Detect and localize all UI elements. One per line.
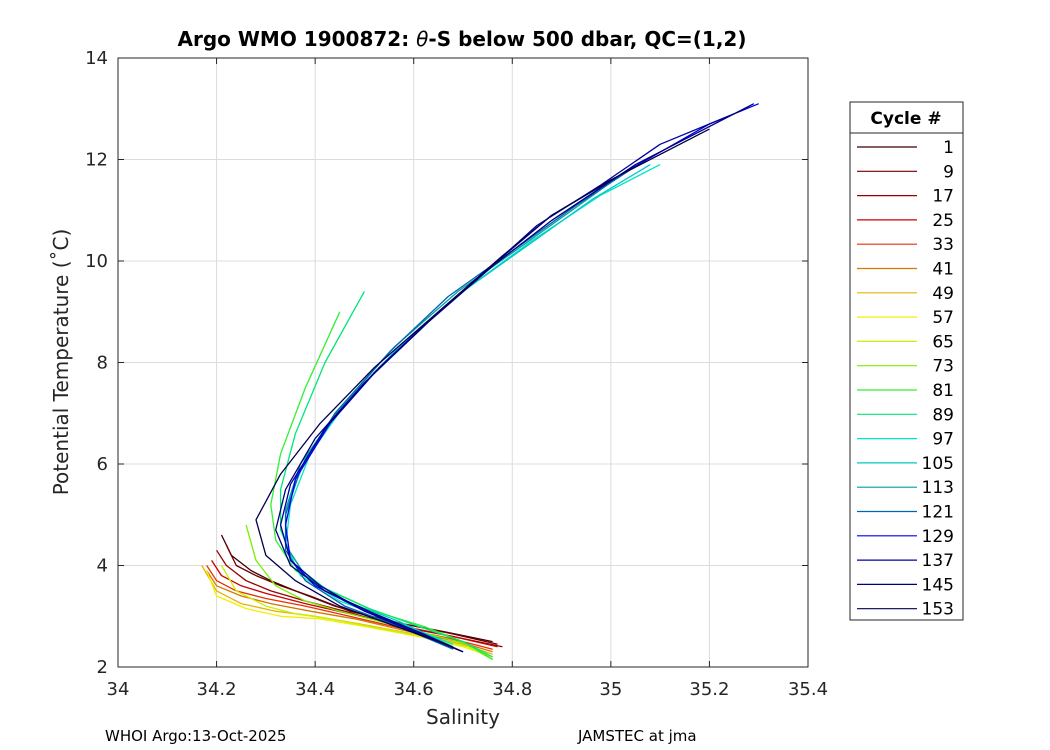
series-line [245, 524, 493, 660]
x-tick-label: 35.2 [689, 679, 729, 700]
legend-label: 89 [932, 405, 954, 425]
legend-label: 17 [932, 187, 954, 207]
footer-right: JAMSTEC at jma [577, 727, 697, 745]
series-line [255, 128, 710, 653]
legend-box [849, 101, 964, 621]
x-tick-label: 34.4 [295, 679, 335, 700]
series-line [206, 570, 493, 653]
legend-title: Cycle # [870, 109, 941, 129]
legend-label: 41 [932, 260, 954, 280]
legend-label: 145 [922, 575, 954, 595]
series-line [270, 311, 493, 660]
legend-label: 1 [943, 138, 954, 158]
legend-label: 105 [922, 454, 954, 474]
y-tick-label: 2 [97, 657, 108, 678]
y-axis-label: Potential Temperature (˚C) [49, 229, 73, 496]
y-tick-label: 12 [85, 150, 108, 171]
legend-label: 113 [922, 478, 954, 498]
plot-area: 34 34.2 34.4 34.6 34.8 35 35.2 35.4 2 4 6 8 10 12 14 [85, 48, 828, 700]
y-tick-label: 6 [97, 454, 108, 475]
chart-title: Argo WMO 1900872: θ-S below 500 dbar, QC… [178, 27, 747, 51]
legend-label: 97 [932, 430, 954, 450]
x-tick-label: 34 [107, 679, 130, 700]
y-tick-label: 4 [97, 556, 108, 577]
series-group [201, 103, 759, 660]
series-line [206, 570, 493, 658]
x-axis-label: Salinity [426, 705, 500, 729]
legend-label: 121 [922, 503, 954, 523]
legend-label: 129 [922, 527, 954, 547]
y-tick-label: 8 [97, 353, 108, 374]
x-tick-label: 35.4 [788, 679, 828, 700]
footer-left: WHOI Argo:13-Oct-2025 [105, 727, 286, 745]
legend-entries: 1 9 17 25 33 41 49 57 65 73 81 89 97 105 113 121 129 137 1… [857, 138, 954, 620]
legend-label: 81 [932, 381, 954, 401]
legend-label: 33 [932, 235, 954, 255]
x-tick-label: 34.2 [197, 679, 237, 700]
x-axis-ticks: 34 34.2 34.4 34.6 34.8 35 35.2 35.4 [107, 58, 828, 700]
legend-label: 137 [922, 551, 954, 571]
legend-label: 57 [932, 308, 954, 328]
legend-label: 65 [932, 332, 954, 352]
legend-label: 153 [922, 600, 954, 620]
legend: Cycle # 1 9 17 25 33 41 49 57 65 73 81 89 97 105 113 12… [849, 101, 964, 621]
legend-label: 9 [943, 162, 954, 182]
series-line [225, 544, 498, 645]
x-tick-label: 34.8 [492, 679, 532, 700]
series-line [220, 565, 493, 660]
x-tick-label: 34.6 [394, 679, 434, 700]
legend-label: 73 [932, 357, 954, 377]
y-axis-ticks: 2 4 6 8 10 12 14 [85, 48, 808, 678]
legend-label: 25 [932, 211, 954, 231]
y-tick-label: 10 [85, 251, 108, 272]
x-tick-label: 35 [599, 679, 622, 700]
series-line [275, 103, 755, 653]
y-tick-label: 14 [85, 48, 108, 69]
legend-label: 49 [932, 284, 954, 304]
